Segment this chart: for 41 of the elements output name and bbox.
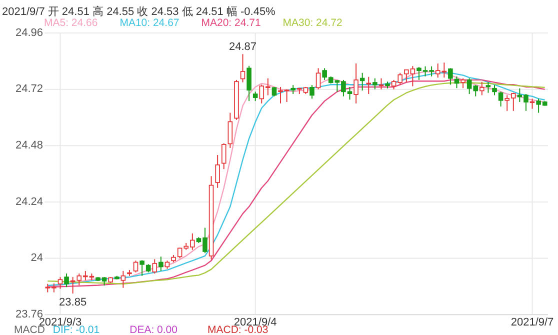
y-tick-label: 24.96 <box>15 26 43 39</box>
candlestick <box>140 260 144 276</box>
candlestick <box>372 78 378 90</box>
candlestick <box>492 84 497 96</box>
candlestick <box>120 270 126 288</box>
candlestick <box>133 260 138 273</box>
candlestick <box>240 54 246 83</box>
candlestick <box>530 98 535 110</box>
text: DEA: 0.00 <box>130 324 178 335</box>
annotation: 23.85 <box>59 296 87 308</box>
y-tick-label: 24.72 <box>15 83 43 96</box>
candlestick <box>246 65 252 102</box>
text: MA5: 24.66 <box>44 16 98 29</box>
text: MA20: 24.71 <box>201 16 261 29</box>
candlestick <box>460 78 466 89</box>
candlestick <box>58 276 63 290</box>
candlestick <box>310 84 314 100</box>
candlestick <box>378 78 384 90</box>
y-tick-label: 24 <box>30 252 43 264</box>
candlestick <box>64 273 69 288</box>
candlestick <box>252 91 258 102</box>
candlestick <box>480 81 484 96</box>
y-tick-label: 24.48 <box>15 140 43 152</box>
text: MA30: 24.72 <box>282 16 342 29</box>
text: MA10: 24.67 <box>120 16 180 29</box>
candlestick <box>366 76 372 95</box>
chart-title: 2021/9/7 开 24.51 高 24.55 收 24.53 低 24.51 幅 -0.45% <box>2 4 276 18</box>
candlestick <box>158 256 164 272</box>
candlestick <box>215 154 220 188</box>
candlestick <box>152 258 158 274</box>
annotation: 24.87 <box>228 41 257 54</box>
candlestick <box>448 68 453 86</box>
candlestick <box>221 142 226 170</box>
candlestick <box>316 68 321 90</box>
x-tick-label: 2021/9/7 <box>510 316 554 329</box>
candlestick <box>360 72 365 91</box>
candlestick <box>498 91 504 107</box>
candlestick <box>228 112 233 148</box>
y-tick-label: 24.24 <box>15 196 43 208</box>
candlestick <box>486 82 491 94</box>
candlestick <box>354 63 358 104</box>
